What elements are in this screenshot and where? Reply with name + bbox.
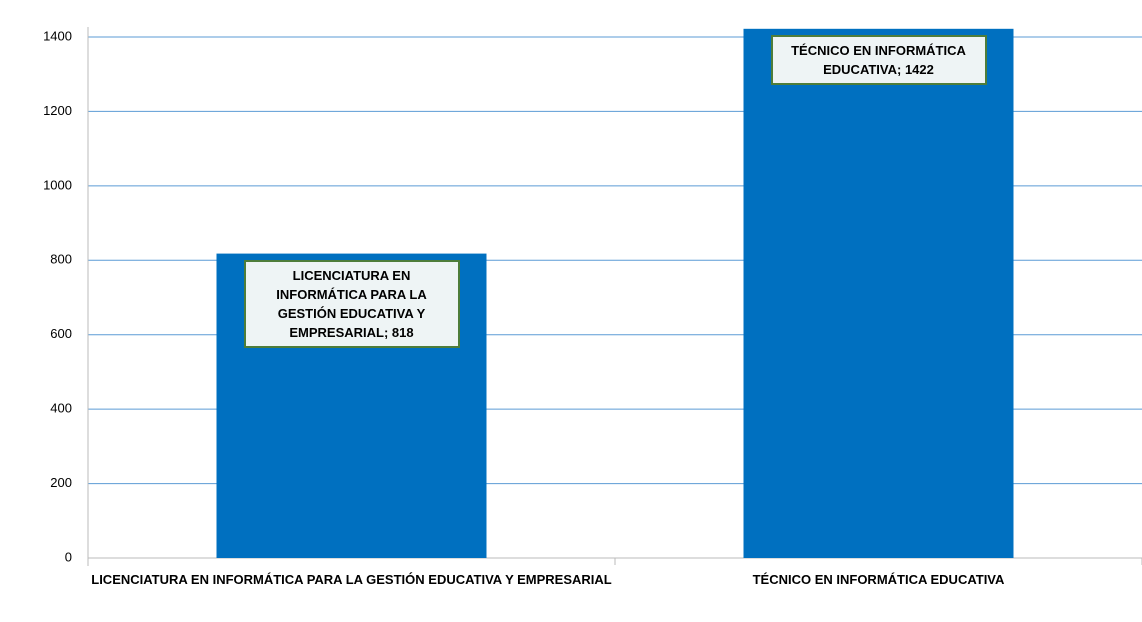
- data-label: TÉCNICO EN INFORMÁTICA EDUCATIVA; 1422: [770, 34, 987, 85]
- data-label: LICENCIATURA EN INFORMÁTICA PARA LA GEST…: [243, 259, 460, 348]
- y-tick-label: 200: [50, 475, 72, 490]
- y-tick-label: 1200: [43, 103, 72, 118]
- y-tick-label: 800: [50, 252, 72, 267]
- y-tick-label: 600: [50, 326, 72, 341]
- y-tick-label: 0: [65, 549, 72, 564]
- y-tick-label: 1400: [43, 28, 72, 43]
- x-tick-label: LICENCIATURA EN INFORMÁTICA PARA LA GEST…: [91, 572, 612, 587]
- bar: [743, 28, 1014, 558]
- x-tick-label: TÉCNICO EN INFORMÁTICA EDUCATIVA: [752, 572, 1005, 587]
- y-tick-label: 1000: [43, 177, 72, 192]
- y-tick-label: 400: [50, 401, 72, 416]
